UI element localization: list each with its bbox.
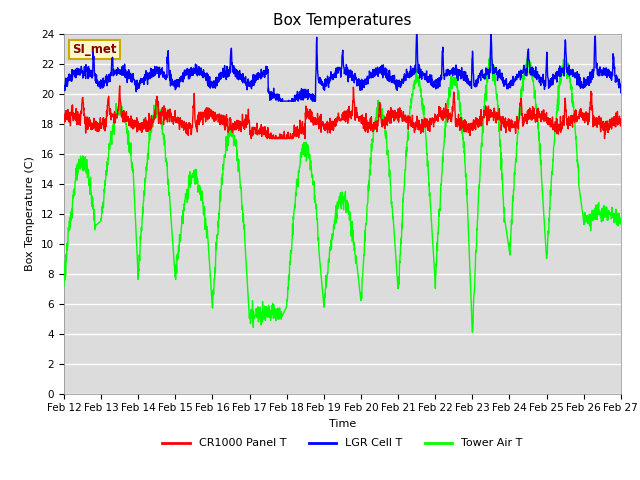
Legend: CR1000 Panel T, LGR Cell T, Tower Air T: CR1000 Panel T, LGR Cell T, Tower Air T — [157, 434, 527, 453]
X-axis label: Time: Time — [329, 419, 356, 429]
Y-axis label: Box Temperature (C): Box Temperature (C) — [26, 156, 35, 271]
Title: Box Temperatures: Box Temperatures — [273, 13, 412, 28]
Text: SI_met: SI_met — [72, 43, 117, 56]
